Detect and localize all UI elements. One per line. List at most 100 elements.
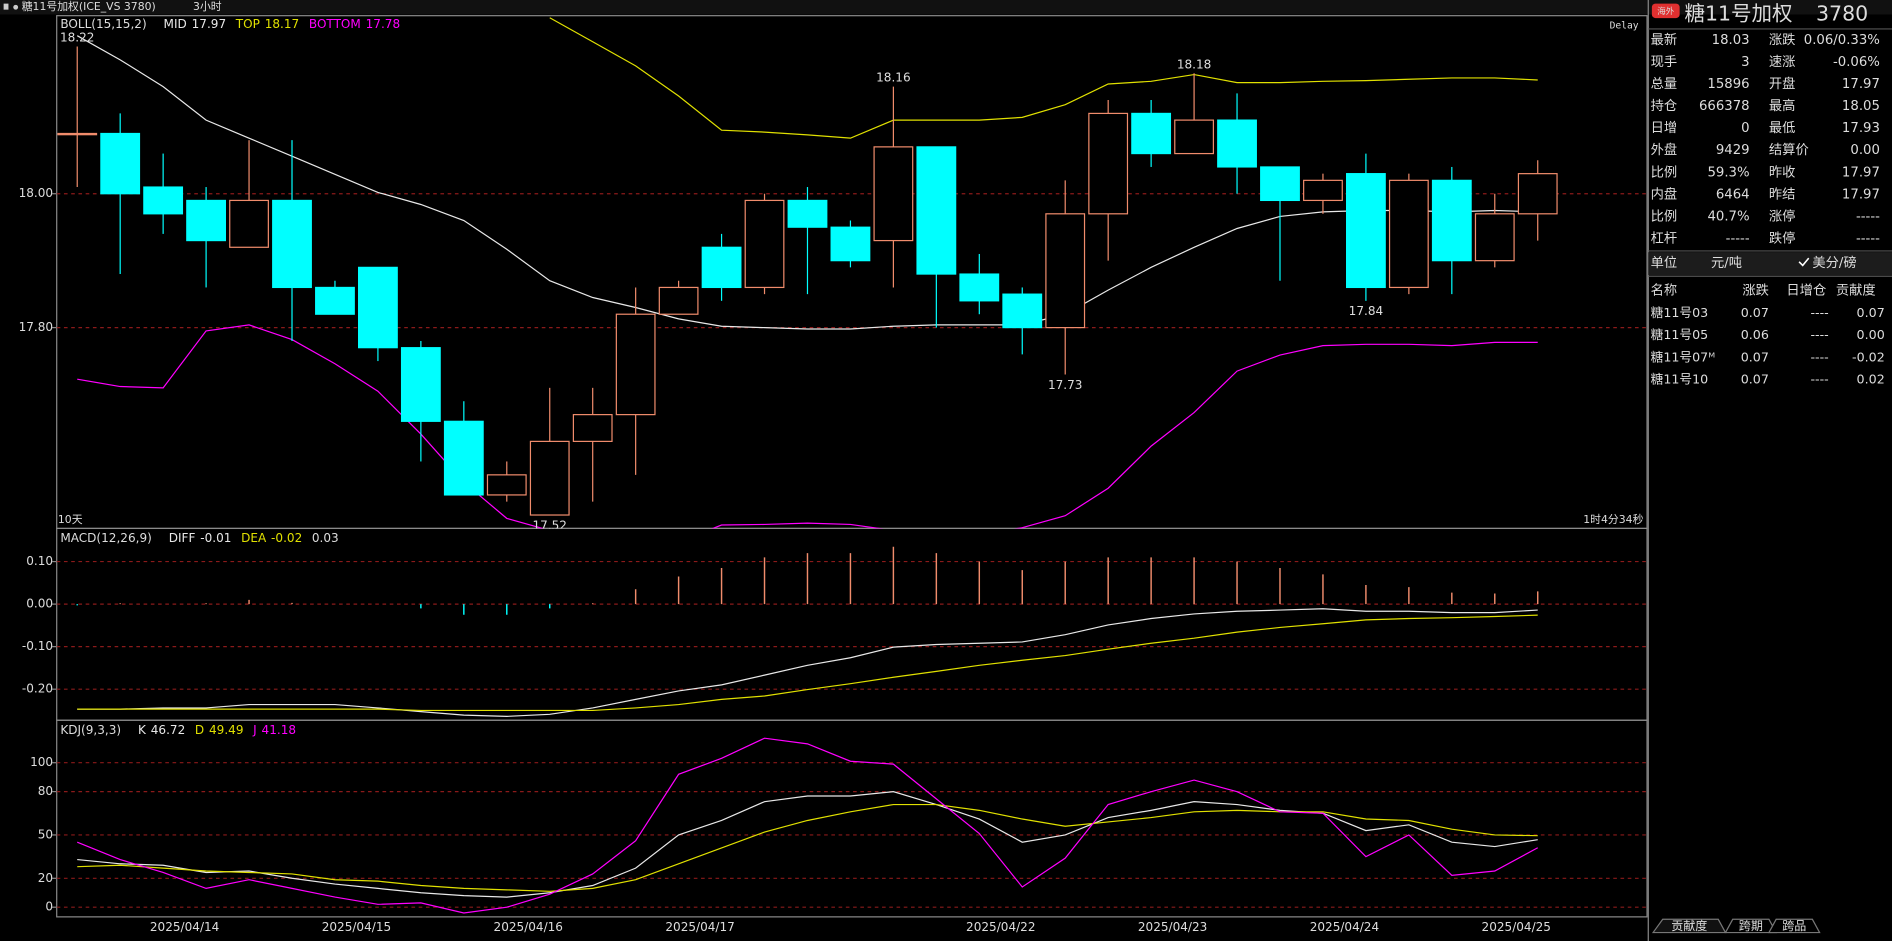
quote-value: ----- bbox=[1726, 232, 1750, 247]
quote-label: 涨停 bbox=[1769, 207, 1796, 224]
legend-name: J bbox=[252, 722, 257, 736]
y-tick-label: 0.10 bbox=[26, 554, 53, 568]
candle-body bbox=[658, 286, 699, 315]
tab-shape bbox=[1724, 918, 1778, 934]
candle-body bbox=[1217, 119, 1257, 168]
countdown: 1时4分34秒 bbox=[1583, 512, 1643, 526]
quote-label: 总量 bbox=[1651, 76, 1678, 92]
quote-value: 17.93 bbox=[1842, 121, 1880, 136]
table-header: 名称 bbox=[1651, 283, 1678, 299]
indicator-name[interactable]: BOLL(15,15,2) bbox=[60, 17, 146, 31]
legend-name: K bbox=[138, 722, 147, 736]
quote-label: 昨结 bbox=[1769, 186, 1796, 202]
quote-value: ----- bbox=[1856, 232, 1880, 247]
candle-body bbox=[787, 199, 828, 228]
y-tick-label: -0.20 bbox=[22, 682, 53, 696]
quote-value: 6464 bbox=[1716, 187, 1750, 202]
tab[interactable]: 跨品 bbox=[1782, 919, 1806, 933]
tab-shape bbox=[1767, 918, 1821, 934]
tab[interactable]: 跨期 bbox=[1739, 919, 1763, 933]
y-tick-label: 20 bbox=[38, 871, 53, 885]
plot-area bbox=[76, 737, 1539, 914]
legend-value: -0.02 bbox=[271, 531, 302, 545]
extreme-label: 18.18 bbox=[1177, 57, 1212, 71]
y-tick-label: 0.00 bbox=[26, 597, 53, 611]
indicator-line bbox=[77, 791, 1538, 898]
unit-option[interactable]: 美分/磅 bbox=[1812, 254, 1856, 271]
candle-body bbox=[1002, 293, 1043, 329]
extreme-label: 18.22 bbox=[60, 31, 95, 45]
quote-value: -0.06% bbox=[1833, 55, 1880, 70]
quote-label: 外盘 bbox=[1651, 141, 1678, 158]
period-selector[interactable]: 3小时 bbox=[193, 0, 222, 13]
candle-body bbox=[1345, 173, 1386, 289]
candle-body bbox=[443, 420, 484, 496]
candle-body bbox=[143, 186, 184, 215]
quote-label: 比例 bbox=[1651, 164, 1678, 180]
quote-label: 跌停 bbox=[1769, 230, 1796, 247]
table-cell: 0.02 bbox=[1857, 371, 1885, 386]
indicator-line bbox=[77, 614, 1538, 712]
candle-body bbox=[873, 146, 914, 242]
table-cell: 糖11号05 bbox=[1651, 327, 1709, 342]
x-tick-label: 2025/04/17 bbox=[665, 920, 734, 934]
tab[interactable]: 贡献度 bbox=[1671, 918, 1707, 933]
quote-label: 最高 bbox=[1769, 97, 1796, 114]
candle-body bbox=[1045, 213, 1086, 329]
window-title: 糖11号加权(ICE_VS 3780) bbox=[22, 0, 156, 13]
table-cell: 0.07 bbox=[1857, 305, 1885, 320]
interval: 10天 bbox=[58, 513, 83, 526]
window-dot bbox=[13, 4, 19, 10]
legend-value: 46.72 bbox=[151, 722, 186, 736]
indicator-line bbox=[77, 608, 1538, 717]
candle-body bbox=[916, 146, 957, 275]
indicator-name[interactable]: MACD(12,26,9) bbox=[60, 531, 152, 545]
table-cell: 0.00 bbox=[1857, 327, 1885, 342]
quote-label: 速涨 bbox=[1769, 54, 1796, 70]
legend-name: TOP bbox=[235, 17, 260, 31]
indicator-line bbox=[549, 17, 1538, 139]
quote-value: 59.3% bbox=[1707, 165, 1749, 180]
indicator-header: MACD(12,26,9) DIFF -0.01 DEA -0.02 0.03 bbox=[60, 531, 338, 545]
candle-body bbox=[1174, 119, 1214, 155]
quote-value: 18.03 bbox=[1712, 33, 1750, 48]
table-cell: ---- bbox=[1810, 371, 1828, 386]
quote-label: 最低 bbox=[1769, 120, 1796, 136]
histogram-value: 0.03 bbox=[312, 531, 339, 545]
legend-value: 18.17 bbox=[265, 17, 300, 31]
quote-value: 3 bbox=[1741, 55, 1749, 70]
candle-body bbox=[57, 132, 98, 136]
quote-value: 666378 bbox=[1699, 99, 1750, 114]
quote-label: 结算价 bbox=[1769, 142, 1809, 158]
table-header: 涨跌 bbox=[1742, 283, 1769, 299]
candle-body bbox=[572, 414, 613, 442]
quote-label: 比例 bbox=[1651, 208, 1678, 224]
y-tick-label: 0 bbox=[45, 900, 53, 914]
badge-text: 海外 bbox=[1657, 6, 1674, 16]
quote-label: 持仓 bbox=[1651, 98, 1678, 114]
candle-body bbox=[229, 199, 269, 248]
quote-label: 日增 bbox=[1651, 120, 1678, 136]
candle-body bbox=[959, 273, 1000, 302]
y-tick-label: 100 bbox=[30, 755, 53, 769]
candle-body bbox=[701, 246, 742, 289]
candle-body bbox=[529, 440, 570, 516]
candle-body bbox=[1088, 112, 1129, 215]
table-header: 日增仓 bbox=[1786, 283, 1826, 299]
table-cell: 0.07 bbox=[1741, 371, 1769, 386]
check-icon bbox=[1798, 257, 1810, 267]
unit-option[interactable]: 元/吨 bbox=[1711, 255, 1742, 271]
quote-value: 40.7% bbox=[1707, 209, 1749, 224]
indicator-header: KDJ(9,3,3) K 46.72 D 49.49 J 41.18 bbox=[60, 722, 296, 736]
y-tick-label: 50 bbox=[38, 827, 53, 841]
candle-body bbox=[744, 199, 785, 289]
candle-body bbox=[1260, 166, 1300, 202]
indicator-name[interactable]: KDJ(9,3,3) bbox=[60, 722, 121, 736]
candle-body bbox=[615, 313, 656, 416]
quote-value: ----- bbox=[1856, 209, 1880, 224]
legend-value: 41.18 bbox=[262, 722, 297, 736]
candle-body bbox=[1517, 173, 1558, 215]
instrument-name: 糖11号加权 bbox=[1684, 1, 1792, 25]
y-tick-label: 17.80 bbox=[19, 320, 54, 334]
table-cell: 糖11号03 bbox=[1651, 305, 1709, 320]
